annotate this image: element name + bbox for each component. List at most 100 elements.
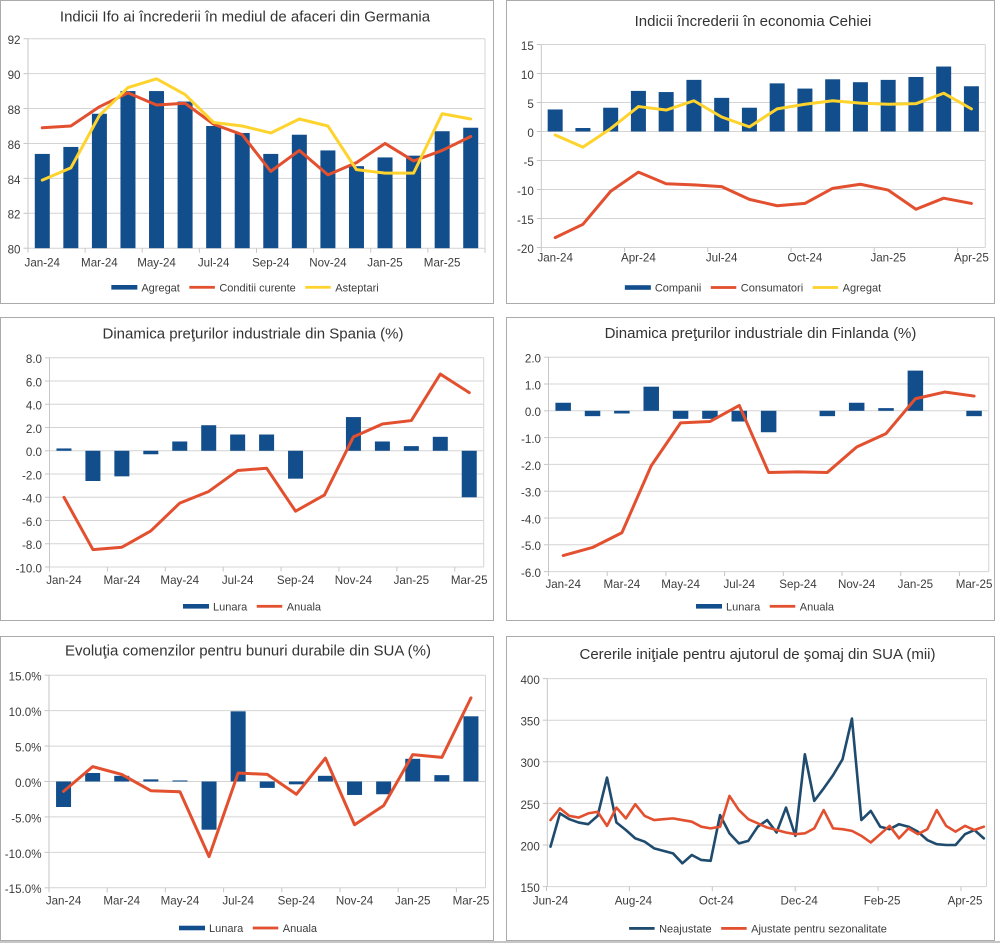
svg-text:Apr-24: Apr-24: [621, 252, 656, 265]
svg-text:Anuala: Anuala: [283, 923, 318, 935]
svg-text:Asteptari: Asteptari: [335, 282, 378, 294]
svg-text:-3.0: -3.0: [521, 487, 541, 500]
svg-text:Apr-25: Apr-25: [954, 252, 989, 265]
svg-text:Jan-25: Jan-25: [394, 574, 429, 587]
svg-text:400: 400: [520, 674, 539, 687]
svg-text:Agregat: Agregat: [843, 283, 882, 295]
svg-text:350: 350: [520, 716, 539, 729]
svg-text:Jul-24: Jul-24: [222, 895, 254, 908]
svg-text:Evoluţia comenzilor pentru bun: Evoluţia comenzilor pentru bunuri durabi…: [65, 643, 431, 660]
svg-text:6.0: 6.0: [26, 376, 42, 389]
svg-text:86: 86: [8, 139, 21, 152]
svg-text:Mar-24: Mar-24: [104, 574, 141, 587]
svg-text:Jan-24: Jan-24: [46, 895, 82, 908]
svg-text:Companii: Companii: [655, 283, 701, 295]
svg-text:Mar-25: Mar-25: [424, 257, 461, 270]
svg-text:80: 80: [8, 244, 21, 257]
svg-text:88: 88: [8, 104, 21, 117]
svg-text:1.0: 1.0: [525, 379, 541, 392]
svg-text:5: 5: [527, 98, 533, 111]
svg-text:Jul-24: Jul-24: [198, 257, 230, 270]
svg-text:Indicii încrederii în economia: Indicii încrederii în economia Cehiei: [635, 13, 872, 30]
svg-text:May-24: May-24: [661, 578, 700, 591]
svg-text:Jul-24: Jul-24: [723, 578, 755, 591]
svg-text:-2.0: -2.0: [521, 460, 541, 473]
svg-text:2.0: 2.0: [26, 423, 42, 436]
svg-text:-10: -10: [517, 185, 534, 198]
svg-text:Lunara: Lunara: [209, 923, 244, 935]
svg-text:Jul-24: Jul-24: [222, 574, 254, 587]
svg-text:0: 0: [527, 127, 533, 140]
svg-text:Jan-25: Jan-25: [870, 252, 905, 265]
svg-text:90: 90: [8, 69, 21, 82]
svg-text:-20: -20: [517, 243, 534, 256]
svg-text:-4.0: -4.0: [521, 513, 541, 526]
svg-text:-8.0: -8.0: [22, 539, 42, 552]
svg-text:-10.0%: -10.0%: [5, 848, 42, 861]
svg-text:Mar-24: Mar-24: [81, 257, 118, 270]
svg-text:Jan-24: Jan-24: [25, 257, 61, 270]
svg-text:-5: -5: [523, 156, 533, 169]
svg-text:-6.0: -6.0: [521, 567, 541, 580]
svg-text:Mar-25: Mar-25: [453, 895, 490, 908]
svg-text:Sep-24: Sep-24: [252, 257, 290, 270]
svg-text:82: 82: [8, 209, 21, 222]
svg-text:Nov-24: Nov-24: [336, 895, 374, 908]
svg-text:-5.0: -5.0: [521, 540, 541, 553]
svg-text:Jan-24: Jan-24: [537, 252, 573, 265]
svg-text:May-24: May-24: [161, 895, 200, 908]
svg-text:Jan-24: Jan-24: [545, 578, 581, 591]
svg-text:15: 15: [521, 40, 534, 53]
svg-text:Nov-24: Nov-24: [838, 578, 876, 591]
svg-text:Sep-24: Sep-24: [278, 895, 316, 908]
svg-text:0.0: 0.0: [525, 406, 541, 419]
svg-text:Nov-24: Nov-24: [309, 257, 347, 270]
svg-text:Aug-24: Aug-24: [615, 895, 653, 908]
svg-text:Sep-24: Sep-24: [277, 574, 315, 587]
svg-text:Indicii Ifo ai încrederii în m: Indicii Ifo ai încrederii în mediul de a…: [60, 9, 431, 26]
svg-text:200: 200: [520, 840, 539, 853]
svg-text:Sep-24: Sep-24: [779, 578, 817, 591]
svg-text:Conditii curente: Conditii curente: [219, 282, 295, 294]
svg-text:Jan-25: Jan-25: [395, 895, 430, 908]
svg-text:Neajustate: Neajustate: [659, 923, 712, 935]
svg-text:Lunara: Lunara: [726, 601, 761, 613]
svg-text:Feb-25: Feb-25: [864, 895, 901, 908]
svg-text:May-24: May-24: [137, 257, 176, 270]
svg-text:Dinamica preţurilor industrial: Dinamica preţurilor industriale din Span…: [103, 326, 404, 343]
svg-text:Mar-24: Mar-24: [103, 895, 140, 908]
svg-text:Mar-25: Mar-25: [451, 574, 488, 587]
svg-text:Jan-25: Jan-25: [898, 578, 933, 591]
svg-text:0.0%: 0.0%: [15, 777, 41, 790]
svg-text:Oct-24: Oct-24: [699, 895, 734, 908]
svg-text:Jan-24: Jan-24: [46, 574, 82, 587]
svg-text:84: 84: [8, 174, 21, 187]
svg-text:2.0: 2.0: [525, 353, 541, 366]
svg-text:Anuala: Anuala: [287, 601, 322, 613]
svg-text:10: 10: [521, 69, 534, 82]
svg-text:Apr-25: Apr-25: [948, 895, 983, 908]
svg-text:150: 150: [520, 882, 539, 895]
svg-text:Jun-24: Jun-24: [533, 895, 569, 908]
svg-text:4.0: 4.0: [26, 400, 42, 413]
svg-text:Dinamica preţurilor industrial: Dinamica preţurilor industriale din Finl…: [605, 325, 917, 342]
svg-text:Dec-24: Dec-24: [781, 895, 819, 908]
svg-text:Jul-24: Jul-24: [706, 252, 738, 265]
svg-text:92: 92: [8, 34, 21, 47]
svg-text:15.0%: 15.0%: [9, 671, 42, 684]
svg-text:Mar-25: Mar-25: [956, 578, 993, 591]
svg-text:Oct-24: Oct-24: [788, 252, 823, 265]
svg-text:Cererile iniţiale pentru ajuto: Cererile iniţiale pentru ajutorul de şom…: [580, 646, 936, 663]
svg-text:Mar-24: Mar-24: [604, 578, 641, 591]
svg-text:-5.0%: -5.0%: [11, 812, 41, 825]
svg-text:May-24: May-24: [160, 574, 199, 587]
svg-text:-10.0: -10.0: [16, 562, 42, 575]
svg-text:Anuala: Anuala: [800, 601, 835, 613]
svg-text:250: 250: [520, 799, 539, 812]
svg-text:Nov-24: Nov-24: [335, 574, 373, 587]
svg-text:Jan-25: Jan-25: [367, 257, 402, 270]
svg-text:-6.0: -6.0: [22, 516, 42, 529]
svg-text:Lunara: Lunara: [213, 601, 248, 613]
svg-text:-15.0%: -15.0%: [5, 883, 42, 896]
svg-text:Ajustate pentru sezonalitate: Ajustate pentru sezonalitate: [751, 923, 887, 935]
